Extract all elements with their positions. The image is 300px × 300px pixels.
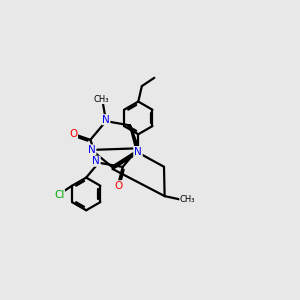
Text: N: N	[134, 147, 142, 157]
Text: O: O	[69, 130, 77, 140]
Text: O: O	[114, 181, 122, 191]
Text: N: N	[92, 156, 100, 166]
Text: N: N	[88, 145, 96, 155]
Text: Cl: Cl	[54, 190, 64, 200]
Text: N: N	[134, 147, 142, 157]
Text: CH₃: CH₃	[180, 195, 195, 204]
Text: N: N	[102, 115, 110, 125]
Text: CH₃: CH₃	[94, 95, 109, 104]
